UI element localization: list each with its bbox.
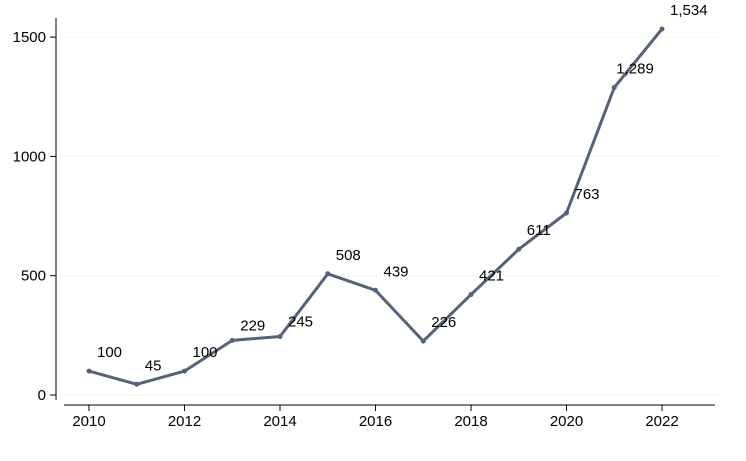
- grid-lines: [56, 36, 720, 396]
- series-layer: [86, 26, 665, 387]
- data-label: 611: [527, 222, 551, 239]
- data-point: [86, 368, 92, 374]
- data-point: [134, 381, 140, 387]
- axes: 0 500 1000 1500 2010 2012 2014 2016 2018 2020 2022: [13, 18, 715, 430]
- data-label: 245: [288, 314, 313, 331]
- y-tick-label: 1500: [13, 29, 46, 46]
- data-label: 439: [384, 263, 409, 280]
- y-tick-label: 1000: [13, 148, 46, 165]
- x-tick-label: 2016: [359, 413, 392, 430]
- data-label: 508: [336, 247, 361, 264]
- data-point: [659, 26, 665, 32]
- y-tick-label: 500: [21, 268, 46, 285]
- data-labels: 100 45 100 229 245 508 439 226 421 611 763 1,289 1,5…: [97, 2, 708, 374]
- data-point: [516, 246, 522, 252]
- x-tick-label: 2010: [72, 413, 105, 430]
- x-tick-label: 2022: [645, 413, 678, 430]
- data-point: [468, 292, 474, 298]
- data-point: [277, 334, 283, 340]
- data-label: 45: [145, 357, 162, 374]
- data-label: 229: [240, 317, 265, 334]
- data-label: 100: [97, 344, 122, 361]
- data-label: 1,534: [670, 2, 708, 19]
- x-tick-label: 2020: [550, 413, 583, 430]
- x-tick-label: 2012: [168, 413, 201, 430]
- x-tick-label: 2018: [454, 413, 487, 430]
- data-point: [420, 338, 426, 344]
- data-label: 1,289: [616, 60, 654, 77]
- data-point: [182, 368, 187, 374]
- series-line: [87, 27, 664, 386]
- x-tick-label: 2014: [263, 413, 296, 430]
- data-label: 226: [431, 314, 456, 331]
- data-label: 100: [193, 344, 218, 361]
- data-point: [611, 84, 617, 90]
- y-tick-label: 0: [38, 387, 46, 404]
- data-point: [564, 210, 569, 216]
- data-point: [325, 271, 331, 277]
- data-label: 421: [479, 268, 504, 285]
- data-point: [373, 287, 378, 293]
- data-label: 763: [575, 186, 600, 203]
- data-point: [229, 337, 235, 343]
